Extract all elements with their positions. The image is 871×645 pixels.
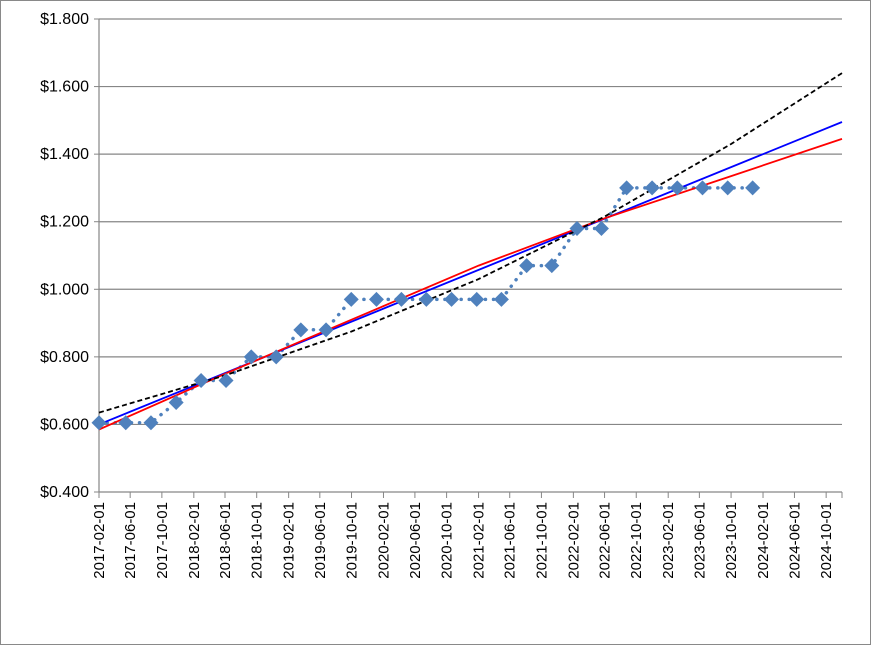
x-tick-label: 2021-06-01 [502, 502, 519, 579]
gridlines [99, 18, 842, 426]
x-tick-label: 2018-10-01 [249, 502, 266, 579]
data-point-diamond [720, 180, 736, 196]
data-point-diamond [168, 394, 184, 410]
data-point-diamond [393, 291, 409, 307]
data-point-diamond [368, 291, 384, 307]
x-tick-label: 2024-10-01 [818, 502, 835, 579]
x-tick-label: 2024-02-01 [755, 502, 772, 579]
data-point-diamond [293, 322, 309, 338]
x-tick-label: 2022-06-01 [597, 502, 614, 579]
x-tick-label: 2018-02-01 [186, 502, 203, 579]
y-tick-label: $1.400 [40, 146, 89, 163]
x-tick-label: 2017-06-01 [122, 502, 139, 579]
data-point-diamond [745, 180, 761, 196]
y-tick-label: $0.800 [40, 349, 89, 366]
data-point-diamond [694, 180, 710, 196]
data-point-diamond [218, 373, 234, 389]
data-point-diamond [143, 415, 159, 431]
data-point-diamond [544, 258, 560, 274]
x-tick-label: 2021-10-01 [533, 502, 550, 579]
data-point-diamond [343, 291, 359, 307]
x-tick-label: 2017-02-01 [91, 502, 108, 579]
x-tick-label: 2021-02-01 [471, 502, 488, 579]
data-markers [91, 180, 761, 431]
y-tick-label: $1.200 [40, 214, 89, 231]
x-tick-label: 2020-02-01 [375, 502, 392, 579]
y-tick-label: $0.600 [40, 416, 89, 433]
data-point-diamond [519, 258, 535, 274]
x-tick-label: 2018-06-01 [217, 502, 234, 579]
data-point-diamond [118, 415, 134, 431]
y-tick-label: $1.600 [40, 79, 89, 96]
trendline-exponential-line [98, 72, 843, 414]
x-tick-label: 2022-10-01 [628, 502, 645, 579]
data-point-diamond [444, 291, 460, 307]
price-series-dotted-line [97, 186, 755, 425]
y-tick-label: $1.000 [40, 281, 89, 298]
x-tick-label: 2017-10-01 [154, 502, 171, 579]
x-tick-label: 2024-06-01 [786, 502, 803, 579]
data-point-diamond [619, 180, 635, 196]
data-point-diamond [268, 349, 284, 365]
y-axis-tick-labels: $1.800 $1.600 $1.400 $1.200 $1.000 $0.800 $0.6… [40, 11, 89, 501]
x-tick-label: 2019-06-01 [312, 502, 329, 579]
x-tick-label: 2019-02-01 [281, 502, 298, 579]
axes [94, 18, 843, 498]
x-axis-tick-labels: 2017-02-01 2017-06-01 2017-10-01 2018-02-01… [91, 502, 835, 579]
data-point-diamond [469, 291, 485, 307]
data-point-diamond [669, 180, 685, 196]
x-tick-label: 2023-06-01 [691, 502, 708, 579]
x-tick-label: 2020-06-01 [407, 502, 424, 579]
data-point-diamond [593, 220, 609, 236]
y-tick-label: $0.400 [40, 484, 89, 501]
data-point-diamond [243, 349, 259, 365]
trendline-curved-line [98, 138, 843, 431]
data-point-diamond [318, 322, 334, 338]
data-point-diamond [493, 291, 509, 307]
data-point-diamond [644, 180, 660, 196]
plot-series [97, 72, 843, 431]
data-point-diamond [569, 220, 585, 236]
y-tick-label: $1.800 [40, 11, 89, 28]
data-point-diamond [91, 415, 107, 431]
data-point-diamond [418, 291, 434, 307]
x-tick-label: 2020-10-01 [439, 502, 456, 579]
x-tick-label: 2023-10-01 [723, 502, 740, 579]
data-point-diamond [193, 373, 209, 389]
x-tick-label: 2023-02-01 [660, 502, 677, 579]
x-tick-label: 2019-10-01 [344, 502, 361, 579]
x-tick-label: 2022-02-01 [565, 502, 582, 579]
